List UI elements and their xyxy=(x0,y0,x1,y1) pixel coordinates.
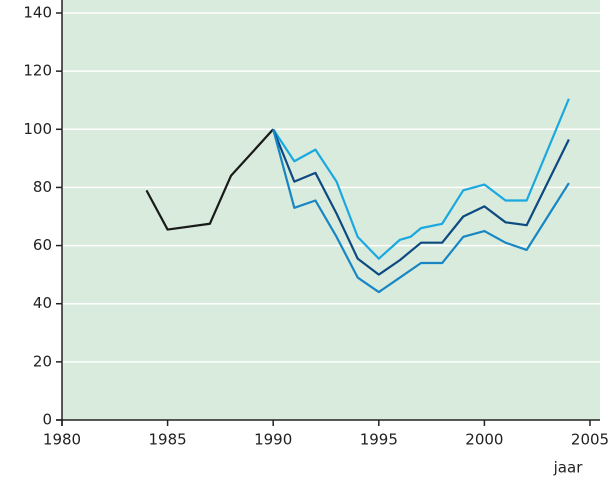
x-tick-label: 1980 xyxy=(43,431,81,449)
x-tick-label: 2005 xyxy=(571,431,609,449)
x-tick-label: 2000 xyxy=(465,431,503,449)
y-tick-label: 20 xyxy=(33,352,52,370)
series-line xyxy=(272,128,570,276)
y-tick-label: 140 xyxy=(23,4,52,22)
y-tick-label: 100 xyxy=(23,120,52,138)
y-tick-label: 120 xyxy=(23,62,52,80)
plot-background xyxy=(62,0,600,420)
y-tick-label: 80 xyxy=(33,178,52,196)
series-line xyxy=(272,98,570,260)
x-axis-label: jaar xyxy=(553,459,584,477)
y-tick-label: 60 xyxy=(33,236,52,254)
x-tick-label: 1985 xyxy=(149,431,187,449)
series-line xyxy=(272,129,570,294)
x-tick-label: 1990 xyxy=(254,431,292,449)
y-tick-label: 0 xyxy=(42,411,52,429)
x-tick-label: 1995 xyxy=(360,431,398,449)
y-tick-label: 40 xyxy=(33,294,52,312)
series-line xyxy=(145,128,275,231)
